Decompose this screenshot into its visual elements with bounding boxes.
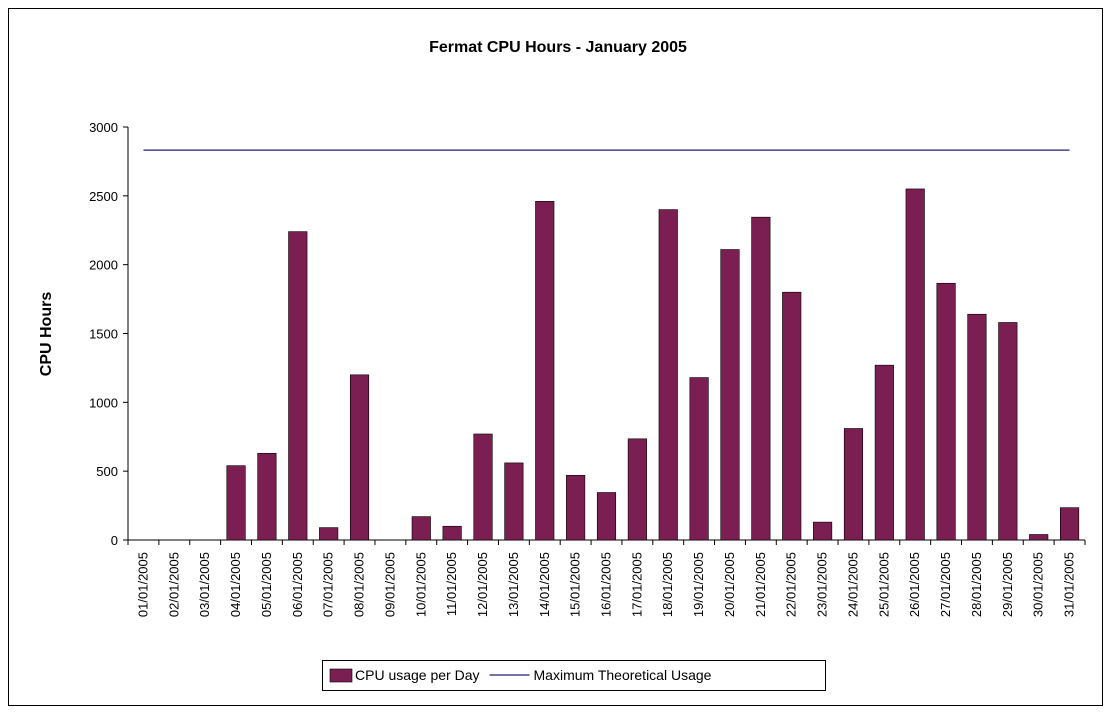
bar: [473, 433, 493, 541]
bar: [596, 492, 617, 541]
y-tick-label: 3000: [89, 120, 118, 135]
x-tick-label: 14/01/2005: [537, 552, 552, 617]
bar: [566, 474, 586, 541]
x-tick-label: 05/01/2005: [259, 552, 274, 617]
x-tick-label: 31/01/2005: [1062, 552, 1077, 617]
y-tick-label: 2000: [89, 258, 118, 273]
x-tick-label: 03/01/2005: [197, 552, 212, 617]
bar: [751, 216, 771, 541]
bar: [1029, 534, 1049, 541]
x-tick-label: 09/01/2005: [382, 552, 397, 617]
x-tick-label: 01/01/2005: [135, 552, 150, 617]
x-tick-label: 22/01/2005: [784, 552, 799, 617]
bar: [689, 377, 709, 541]
bar: [319, 527, 339, 541]
bar: [257, 452, 277, 541]
bar: [535, 201, 555, 541]
x-tick-label: 02/01/2005: [166, 552, 181, 617]
x-tick-label: 28/01/2005: [969, 552, 984, 617]
x-tick-label: 21/01/2005: [753, 552, 768, 617]
y-tick-label: 500: [96, 464, 118, 479]
x-tick-label: 27/01/2005: [938, 552, 953, 617]
x-tick-label: 12/01/2005: [475, 552, 490, 617]
x-tick-label: 23/01/2005: [815, 552, 830, 617]
x-tick-label: 06/01/2005: [290, 552, 305, 617]
y-tick-label: 2500: [89, 189, 118, 204]
x-tick-label: 26/01/2005: [907, 552, 922, 617]
x-tick-label: 08/01/2005: [352, 552, 367, 617]
y-tick-label: 1000: [89, 395, 118, 410]
y-axis-title: CPU Hours: [38, 292, 55, 377]
legend-box: [322, 660, 826, 691]
bar: [874, 364, 894, 541]
bar: [504, 462, 524, 541]
bar: [658, 209, 678, 541]
x-tick-label: 10/01/2005: [413, 552, 428, 617]
bar: [782, 291, 802, 541]
legend-label: Maximum Theoretical Usage: [534, 667, 712, 683]
legend-swatch: [329, 668, 353, 683]
x-tick-label: 24/01/2005: [845, 552, 860, 617]
bar: [627, 438, 647, 541]
x-tick-label: 20/01/2005: [722, 552, 737, 617]
bar: [905, 188, 925, 541]
bar: [226, 465, 246, 541]
chart-title: Fermat CPU Hours - January 2005: [429, 39, 687, 56]
x-tick-label: 18/01/2005: [660, 552, 675, 617]
x-tick-label: 16/01/2005: [599, 552, 614, 617]
x-tick-label: 11/01/2005: [444, 552, 459, 616]
bar: [843, 428, 864, 541]
x-tick-label: 04/01/2005: [228, 552, 243, 617]
bar: [720, 249, 740, 541]
bar: [998, 322, 1018, 541]
bar: [813, 521, 833, 541]
bar: [967, 313, 987, 541]
bar: [936, 282, 956, 541]
y-tick-label: 0: [111, 533, 118, 548]
x-tick-label: 07/01/2005: [321, 552, 336, 617]
x-tick-label: 19/01/2005: [691, 552, 706, 617]
x-tick-label: 30/01/2005: [1031, 552, 1046, 617]
bar: [349, 374, 370, 541]
y-tick-label: 1500: [89, 327, 118, 342]
bar: [442, 525, 462, 541]
legend-label: CPU usage per Day: [355, 667, 480, 683]
x-tick-label: 25/01/2005: [876, 552, 891, 617]
x-tick-label: 29/01/2005: [1000, 552, 1015, 617]
x-tick-label: 13/01/2005: [506, 552, 521, 617]
bar: [288, 231, 308, 541]
x-tick-label: 17/01/2005: [629, 552, 644, 617]
bar: [1060, 507, 1080, 541]
bar: [411, 516, 431, 541]
x-tick-label: 15/01/2005: [568, 552, 583, 617]
